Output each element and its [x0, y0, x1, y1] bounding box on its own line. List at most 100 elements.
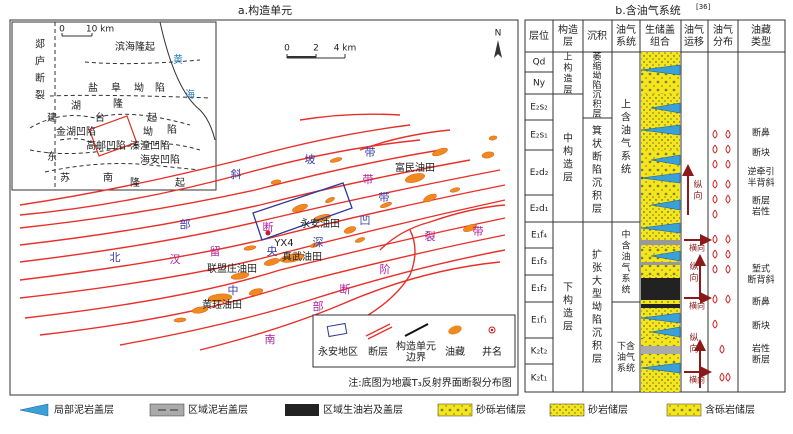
- local-cap: [650, 250, 681, 262]
- oil-pool: [292, 203, 308, 213]
- oil-pool: [423, 193, 437, 203]
- north-arrow: [494, 40, 502, 58]
- legend-label: 砂岩储层: [588, 403, 628, 416]
- fault-line: [19, 169, 501, 263]
- inset-label: 苏南隆起: [60, 171, 185, 189]
- oil-drop: [725, 372, 731, 382]
- map-legend-label: 永安地区: [318, 345, 358, 358]
- scale-label: 4 km: [334, 44, 357, 54]
- fault-line: [19, 124, 411, 206]
- sedimentation: 扩张大型坳陷沉积层: [592, 248, 602, 365]
- migration-label: 横向: [689, 375, 705, 385]
- legend-label: 区域泥岩盖层: [188, 403, 248, 416]
- field-label: 富民油田: [395, 161, 435, 174]
- oil-drop: [719, 372, 725, 382]
- region-label: 中央深凹带: [228, 191, 390, 297]
- legend-icon: [149, 403, 185, 417]
- oil-drop: [725, 249, 731, 259]
- oil-drop: [719, 344, 725, 354]
- oil-pool: [488, 135, 498, 141]
- reservoir-type: 逆牵引半背斜: [747, 165, 774, 188]
- migration-label: 纵向: [689, 261, 698, 283]
- petroleum-system: 中含油气系统: [621, 228, 630, 295]
- inset-scale-label: 10 km: [86, 25, 114, 35]
- oil-drop: [725, 264, 731, 274]
- oil-drop: [712, 294, 718, 304]
- fault-line: [199, 261, 501, 351]
- stratum-label: K₂t₂: [531, 347, 548, 357]
- inset-frame: [11, 21, 217, 191]
- scale-label: 0: [284, 44, 290, 54]
- reservoir-type: 断鼻: [752, 127, 770, 139]
- well-label: YX4: [273, 238, 293, 249]
- fault-line: [39, 234, 506, 336]
- legend-label: 含砾岩储层: [705, 403, 755, 416]
- column-header: 油藏类型: [751, 23, 771, 48]
- oil-drop: [712, 209, 718, 219]
- scale-label: 2: [313, 44, 319, 54]
- legend-icon-well-dot: [490, 328, 494, 332]
- oil-pool: [432, 147, 448, 157]
- cap-band: [641, 262, 680, 265]
- stratum-label: K₂t₁: [531, 374, 548, 384]
- oil-pool: [248, 288, 264, 296]
- field-label: 联盟庄油田: [207, 262, 257, 275]
- oil-pool: [207, 293, 233, 303]
- stratum-label: E₁f₄: [531, 231, 547, 241]
- scale-bar-fill: [287, 56, 316, 58]
- oil-drop: [712, 234, 718, 244]
- structural-layer: 下构造层: [563, 283, 573, 333]
- fault-line: [119, 249, 506, 346]
- stratum-label: E₁f₂: [531, 284, 547, 294]
- stratum-label: Ny: [533, 79, 546, 89]
- migration-label: 横向: [689, 243, 705, 253]
- panel-a-frame: [9, 19, 519, 396]
- panel-b-title: b.含油气系统: [615, 3, 680, 17]
- inset-label: 郯庐断裂: [35, 38, 45, 102]
- oil-pool: [449, 187, 461, 193]
- fault-line: [19, 149, 441, 229]
- study-area-box: [88, 115, 138, 157]
- fault-line: [299, 113, 401, 121]
- fault-line: [19, 159, 471, 246]
- stratum-label: E₁f₁: [531, 316, 547, 326]
- oil-drop: [712, 319, 718, 329]
- fault-line: [379, 204, 506, 251]
- oil-pool: [263, 258, 281, 266]
- inset-label: 海安凹陷: [140, 153, 180, 166]
- oil-drop: [725, 294, 731, 304]
- oil-drop: [712, 159, 718, 169]
- map-legend-label: 构造单元边界: [396, 340, 436, 364]
- oil-drop: [725, 129, 731, 139]
- petroleum-system: 下含油气系统: [617, 340, 635, 374]
- local-cap: [650, 102, 681, 114]
- field-label: 永安油田: [300, 217, 340, 230]
- reservoir-type: 断块: [752, 320, 770, 332]
- cap-band: [641, 304, 680, 308]
- region-label: 南部断阶带: [265, 173, 391, 346]
- column-header: 构造层: [558, 23, 578, 48]
- legend-icon-area: [326, 322, 348, 338]
- oil-drop: [725, 194, 731, 204]
- map-legend-label: 油藏: [445, 345, 465, 358]
- legend-icon: [549, 403, 585, 417]
- legend-icon-well: [488, 326, 496, 334]
- coastline: [159, 21, 216, 141]
- stratum-label: E₂s₁: [530, 131, 548, 141]
- oil-pool: [344, 226, 356, 234]
- inset-boundaries: [29, 22, 211, 190]
- legend-icon-fault: [365, 323, 393, 340]
- legend-icon: [285, 404, 319, 416]
- north-label: N: [495, 29, 502, 39]
- fault-line: [359, 129, 451, 151]
- legend-icon-boundary: [404, 323, 429, 337]
- column-header: 油气分布: [713, 23, 733, 48]
- stratum-label: E₁f₃: [531, 257, 547, 267]
- lithology: [641, 120, 680, 150]
- column-header: 生储盖组合: [645, 23, 675, 48]
- reservoir-type: 断鼻: [752, 296, 770, 308]
- oil-pool: [463, 224, 477, 232]
- column-header: 层位: [529, 29, 549, 42]
